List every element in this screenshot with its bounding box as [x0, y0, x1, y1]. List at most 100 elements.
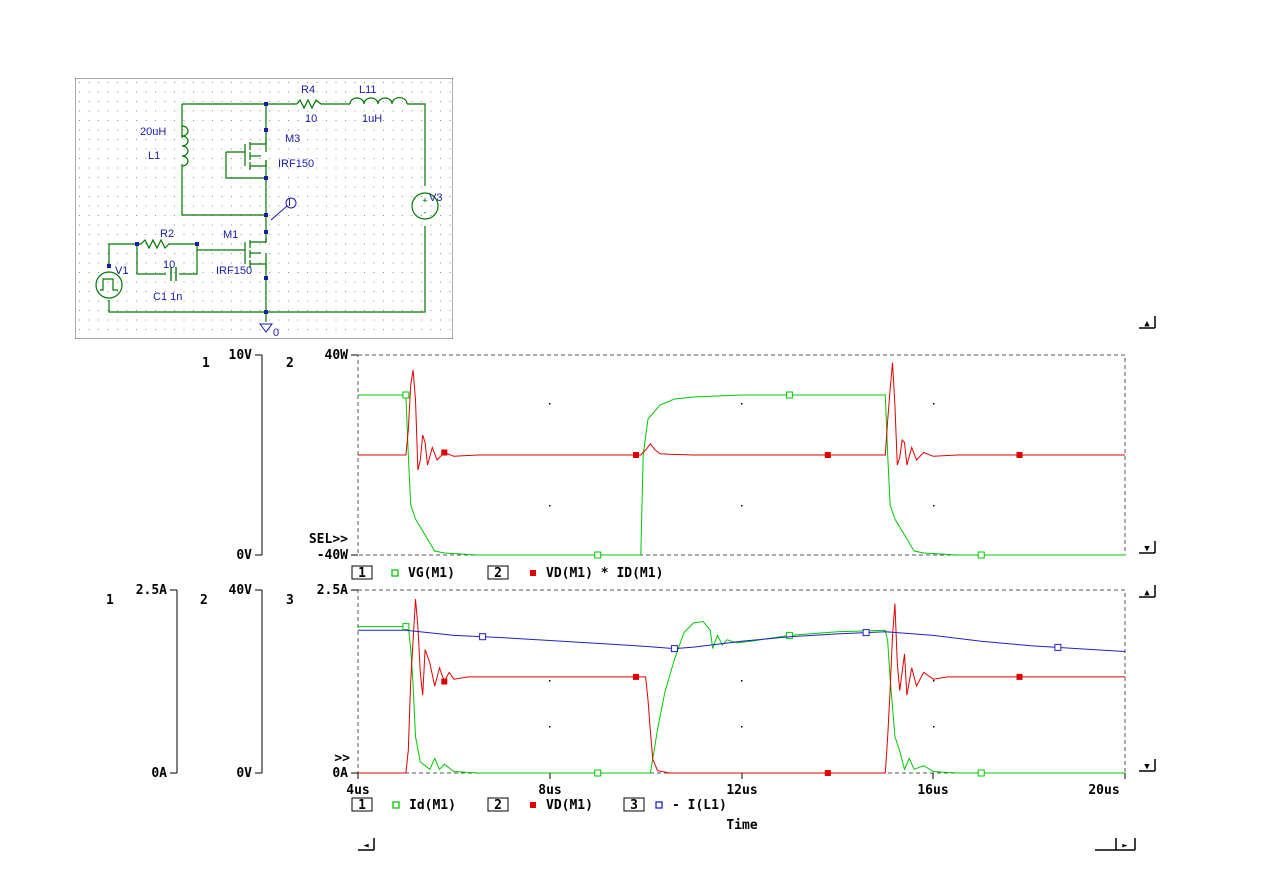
- r2-name-label: R2: [160, 228, 174, 240]
- scroll-up-lower-button[interactable]: ▲: [1139, 585, 1156, 598]
- v3-source-symbol: + -: [411, 192, 439, 220]
- data-point-marker: [441, 449, 448, 456]
- legend-label-id: Id(M1): [409, 798, 456, 813]
- data-point-marker: [402, 623, 410, 631]
- l11-value-label: 1uH: [362, 113, 382, 125]
- legend-marker-id: [392, 801, 400, 809]
- lower-axis3-min-label: 0A: [332, 766, 348, 781]
- legend-axis-id: 2: [494, 798, 502, 813]
- data-point-marker: [1016, 452, 1023, 458]
- l1-value-label: 20uH: [140, 126, 166, 138]
- v1-name-label: V1: [115, 265, 128, 277]
- upper-axis1-max-label: 10V: [229, 348, 253, 363]
- current-probe-icon: [270, 197, 297, 221]
- probe-label: I: [288, 197, 291, 209]
- data-point-marker: [633, 452, 639, 458]
- upper-axis2-min-label: -40W: [317, 548, 348, 563]
- m1-model-label: IRF150: [216, 265, 252, 277]
- arrow-down-icon: ▼: [1144, 544, 1150, 554]
- data-point-marker: [594, 769, 602, 777]
- data-point-marker: [785, 391, 793, 399]
- r4-value-label: 10: [305, 113, 317, 125]
- lower-axis1-id: 1: [106, 593, 114, 608]
- legend-label-vd: VD(M1): [546, 798, 593, 813]
- schematic: + - R4 10 L11 1uH 20uH L1 M3 IRF150 V3 I…: [75, 78, 453, 339]
- legend-marker-il1: [655, 801, 663, 809]
- legend-axis-id: 1: [358, 566, 366, 581]
- v3-name-label: V3: [429, 192, 442, 204]
- upper-axis1-id: 1: [202, 356, 210, 371]
- x-tick-label: 4us: [346, 783, 369, 798]
- data-point-marker: [1016, 673, 1023, 680]
- sel-marker[interactable]: SEL>>: [309, 532, 348, 547]
- scroll-right-button[interactable]: ►: [1095, 838, 1136, 851]
- data-point-marker: [402, 391, 410, 399]
- lower-marker[interactable]: >>: [334, 751, 350, 766]
- m3-name-label: M3: [285, 133, 300, 145]
- legend-axis-id: 2: [494, 566, 502, 581]
- upper-plot-series: [358, 362, 1125, 559]
- v1-pulse-source-symbol: [95, 271, 123, 299]
- upper-legend: 1 VG(M1) 2 VD(M1) * ID(M1): [351, 565, 663, 581]
- legend-label-vg: VG(M1): [408, 566, 455, 581]
- arrow-up-icon: ▲: [1144, 319, 1150, 329]
- svg-text:+: +: [422, 196, 428, 206]
- series-line-id-m1: [358, 620, 1125, 774]
- lower-axis3-id: 3: [286, 593, 294, 608]
- arrow-up-icon: ▲: [1144, 588, 1150, 598]
- x-tick-label: 12us: [726, 783, 757, 798]
- lower-axis1-max-label: 2.5A: [136, 583, 167, 598]
- r2-value-label: 10: [163, 259, 175, 271]
- series-line-vd-m1: [358, 599, 1125, 774]
- l1-name-label: L1: [148, 150, 160, 162]
- scroll-up-upper-button[interactable]: ▲: [1139, 316, 1156, 329]
- lower-axis1-min-label: 0A: [151, 766, 167, 781]
- x-tick-label: 16us: [917, 783, 948, 798]
- x-tick-label: 20us: [1088, 783, 1119, 798]
- legend-marker-vd: [530, 802, 536, 808]
- scroll-down-upper-button[interactable]: ▼: [1139, 541, 1156, 554]
- series-line-vd-m1-id-m1: [358, 362, 1125, 471]
- scroll-down-lower-button[interactable]: ▼: [1139, 759, 1156, 772]
- arrow-left-icon: ◄: [363, 841, 369, 851]
- legend-marker-power: [530, 570, 536, 576]
- data-point-marker: [479, 633, 487, 641]
- data-point-marker: [824, 770, 831, 776]
- data-point-marker: [824, 452, 831, 458]
- data-point-marker: [441, 678, 448, 685]
- lower-axis2-min-label: 0V: [236, 766, 252, 781]
- series-line-vg-m1: [358, 394, 1125, 556]
- data-point-marker: [670, 645, 678, 653]
- upper-axis2-id: 2: [286, 356, 294, 371]
- svg-text:-: -: [422, 208, 427, 218]
- data-point-marker: [1054, 643, 1062, 651]
- lower-plot-series: [358, 599, 1126, 777]
- scroll-left-button[interactable]: ◄: [358, 838, 375, 851]
- series-line-i-l1: [358, 629, 1126, 652]
- data-point-marker: [977, 769, 985, 777]
- arrow-right-icon: ►: [1122, 841, 1128, 851]
- lower-axis2-max-label: 40V: [229, 583, 253, 598]
- data-point-marker: [785, 631, 793, 639]
- data-point-marker: [977, 551, 985, 559]
- lower-legend: 1 Id(M1) 2 VD(M1) 3 - I(L1): [351, 797, 727, 813]
- ground-label: 0: [273, 327, 279, 339]
- legend-axis-id: 3: [630, 798, 638, 813]
- upper-axis1-min-label: 0V: [236, 548, 252, 563]
- legend-label-il1: - I(L1): [672, 798, 727, 813]
- lower-axis3-max-label: 2.5A: [317, 583, 348, 598]
- l11-name-label: L11: [359, 84, 377, 96]
- legend-marker-vg: [391, 569, 399, 577]
- m1-name-label: M1: [223, 229, 238, 241]
- r4-name-label: R4: [301, 84, 315, 96]
- legend-label-power: VD(M1) * ID(M1): [546, 566, 663, 581]
- ground-icon: [259, 323, 273, 333]
- data-point-marker: [862, 629, 870, 637]
- lower-axis2-id: 2: [200, 593, 208, 608]
- data-point-marker: [594, 551, 602, 559]
- arrow-down-icon: ▼: [1144, 762, 1150, 772]
- m3-model-label: IRF150: [278, 158, 314, 170]
- legend-axis-id: 1: [358, 798, 366, 813]
- c1-label: C1 1n: [153, 291, 182, 303]
